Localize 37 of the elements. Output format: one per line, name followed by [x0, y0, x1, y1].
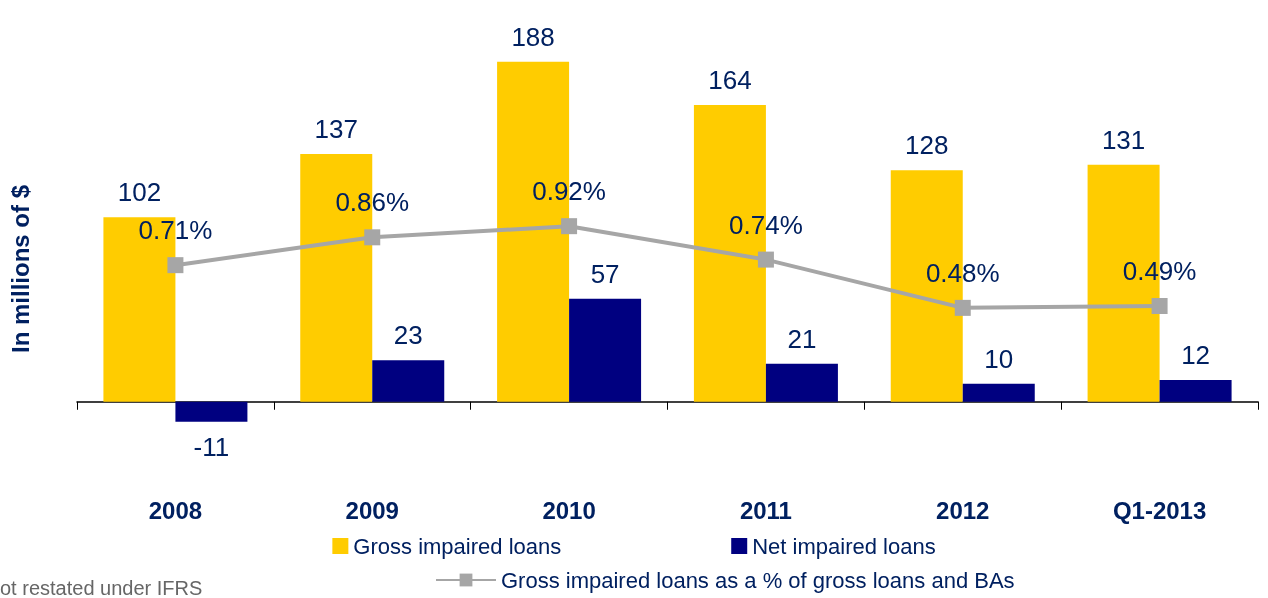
- data-label: 0.92%: [532, 176, 606, 207]
- legend-label: Net impaired loans: [752, 533, 936, 559]
- data-label: 164: [708, 65, 752, 96]
- bar: [962, 383, 1035, 402]
- data-label: 12: [1181, 340, 1211, 371]
- point: [167, 257, 184, 274]
- x-tick-label: 2008: [148, 496, 203, 524]
- bar: [569, 298, 642, 402]
- y-axis-title: In millions of $: [6, 184, 34, 354]
- legend-label: Gross impaired loans as a % of gross loans and BAs: [501, 567, 1015, 593]
- bar: [1159, 380, 1232, 402]
- legend-label: Gross impaired loans: [353, 533, 562, 559]
- point: [757, 251, 774, 268]
- data-label: 23: [393, 320, 423, 351]
- x-tick-label: 2009: [345, 496, 399, 524]
- point: [1151, 298, 1168, 315]
- bar: [175, 401, 248, 422]
- x-tick-label: 2011: [739, 496, 792, 524]
- bar: [765, 363, 838, 402]
- data-label: 131: [1101, 124, 1146, 155]
- data-label: 188: [511, 21, 555, 52]
- x-tick-label: Q1-2013: [1112, 496, 1207, 524]
- bar: [372, 360, 445, 402]
- point: [954, 299, 971, 316]
- data-label: 137: [314, 113, 358, 144]
- data-label: -11: [193, 431, 230, 462]
- data-label: 102: [117, 177, 162, 208]
- x-tick-label: 2010: [542, 496, 596, 524]
- data-label: 128: [905, 130, 949, 161]
- point: [561, 218, 578, 235]
- point: [364, 229, 381, 246]
- data-label: 0.74%: [729, 209, 803, 240]
- text: ot restated under IFRS: [0, 577, 203, 598]
- data-label: 21: [787, 323, 817, 354]
- data-label: 57: [590, 258, 620, 289]
- data-label: 10: [984, 343, 1014, 374]
- x-tick-label: 2012: [936, 496, 990, 524]
